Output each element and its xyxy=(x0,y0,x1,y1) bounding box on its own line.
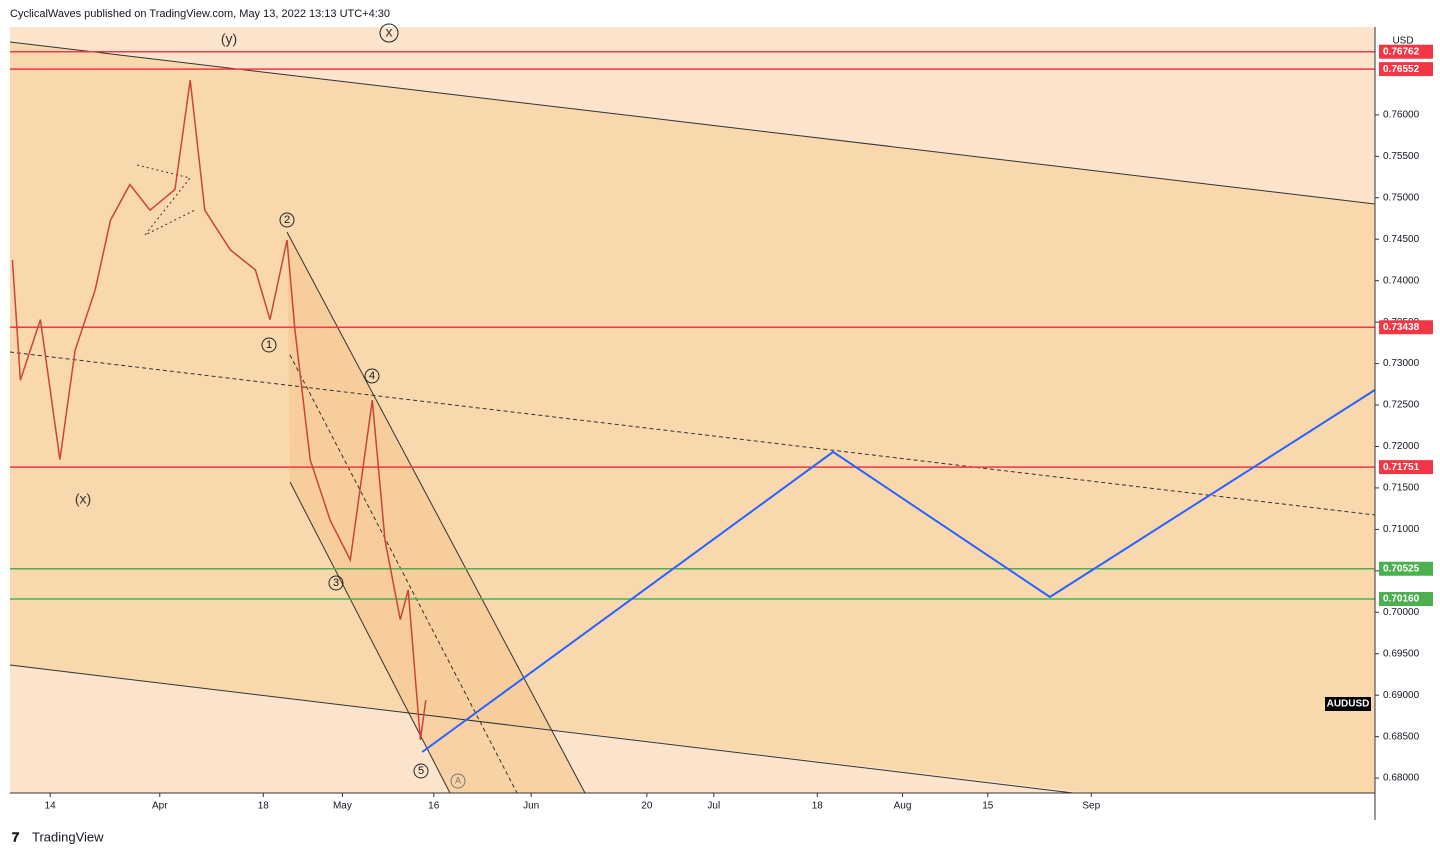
y-tick-label: 0.69000 xyxy=(1383,690,1420,701)
attribution: CyclicalWaves published on TradingView.c… xyxy=(10,8,390,20)
marks xyxy=(10,50,1376,753)
y-tick-label: 0.69500 xyxy=(1383,648,1420,659)
level-label: 0.70525 xyxy=(1383,563,1420,574)
x-tick-label: Apr xyxy=(152,801,168,812)
currency: USD xyxy=(1392,36,1413,47)
x-tick-label: 18 xyxy=(258,801,270,812)
wave-label: 3 xyxy=(333,577,339,589)
level-tag xyxy=(1379,320,1433,335)
wave-label: (y) xyxy=(221,31,237,47)
wave-label: 5 xyxy=(418,765,424,777)
trend-line xyxy=(9,664,1091,796)
level-tag xyxy=(1379,460,1433,475)
x-tick-label: 18 xyxy=(812,801,824,812)
wave-circle xyxy=(279,212,295,228)
level-label: 0.70160 xyxy=(1383,594,1420,605)
wave-label: 2 xyxy=(284,214,290,226)
level-label: 0.71751 xyxy=(1383,462,1420,473)
wave-label: (x) xyxy=(75,491,91,507)
y-tick-label: 0.70000 xyxy=(1383,607,1420,618)
brand: TradingView xyxy=(32,829,104,844)
y-tick-label: 0.76000 xyxy=(1383,110,1420,121)
axes: 0.68000 0.68500 0.69000 0.69500 0.70000 0.705… xyxy=(45,44,1433,812)
triangle xyxy=(136,164,196,236)
x-tick-label: 14 xyxy=(45,801,57,812)
time-axis xyxy=(10,793,1375,820)
level-label: 0.73438 xyxy=(1383,322,1420,333)
wave-circle xyxy=(413,763,429,779)
y-tick-label: 0.75500 xyxy=(1383,151,1420,162)
wide-channel xyxy=(10,42,1375,793)
price-line xyxy=(11,79,427,741)
level-tag xyxy=(1379,44,1433,59)
channel-line xyxy=(286,231,586,794)
wave-circle xyxy=(261,337,277,353)
x-tick-label: Aug xyxy=(894,801,912,812)
x-tick-label: 20 xyxy=(641,801,653,812)
symbol-tag xyxy=(1325,697,1371,711)
y-tick-label: 0.72500 xyxy=(1383,400,1420,411)
x-tick-label: 15 xyxy=(982,801,994,812)
dashed-line xyxy=(9,351,1376,516)
y-tick-label: 0.72000 xyxy=(1383,441,1420,452)
y-tick-label: 0.68500 xyxy=(1383,731,1420,742)
wave-circle xyxy=(450,773,466,789)
symbol-tag-text: AUDUSD xyxy=(1327,699,1370,710)
y-tick-label: 0.74000 xyxy=(1383,275,1420,286)
wave-circle xyxy=(364,368,380,384)
logo: 𝟕 xyxy=(12,829,20,844)
wave-label: 1 xyxy=(266,339,272,351)
wave-label: x xyxy=(386,24,393,40)
price-axis xyxy=(1375,27,1440,820)
y-tick-label: 0.74500 xyxy=(1383,234,1420,245)
projection-line xyxy=(421,389,1376,753)
x-tick-label: 16 xyxy=(428,801,440,812)
wave-label: 4 xyxy=(369,370,375,382)
x-tick-label: May xyxy=(333,801,352,812)
level-label: 0.76762 xyxy=(1383,46,1420,57)
channel-line xyxy=(289,481,451,794)
x-tick-label: Sep xyxy=(1082,801,1100,812)
level-tag xyxy=(1379,62,1433,77)
channel-midline xyxy=(289,354,518,794)
wave-circle xyxy=(379,23,399,43)
x-tick-label: Jun xyxy=(523,801,539,812)
wave-label: A xyxy=(455,775,461,785)
y-tick-label: 0.73000 xyxy=(1383,358,1420,369)
x-tick-label: Jul xyxy=(707,801,720,812)
level-tag xyxy=(1379,592,1433,607)
wave-circle xyxy=(328,575,344,591)
y-tick-label: 0.75000 xyxy=(1383,192,1420,203)
level-label: 0.76552 xyxy=(1383,64,1420,75)
level-tag xyxy=(1379,561,1433,576)
y-tick-label: 0.71000 xyxy=(1383,524,1420,535)
y-tick-label: 0.71500 xyxy=(1383,483,1420,494)
y-tick-label: 0.68000 xyxy=(1383,773,1420,784)
